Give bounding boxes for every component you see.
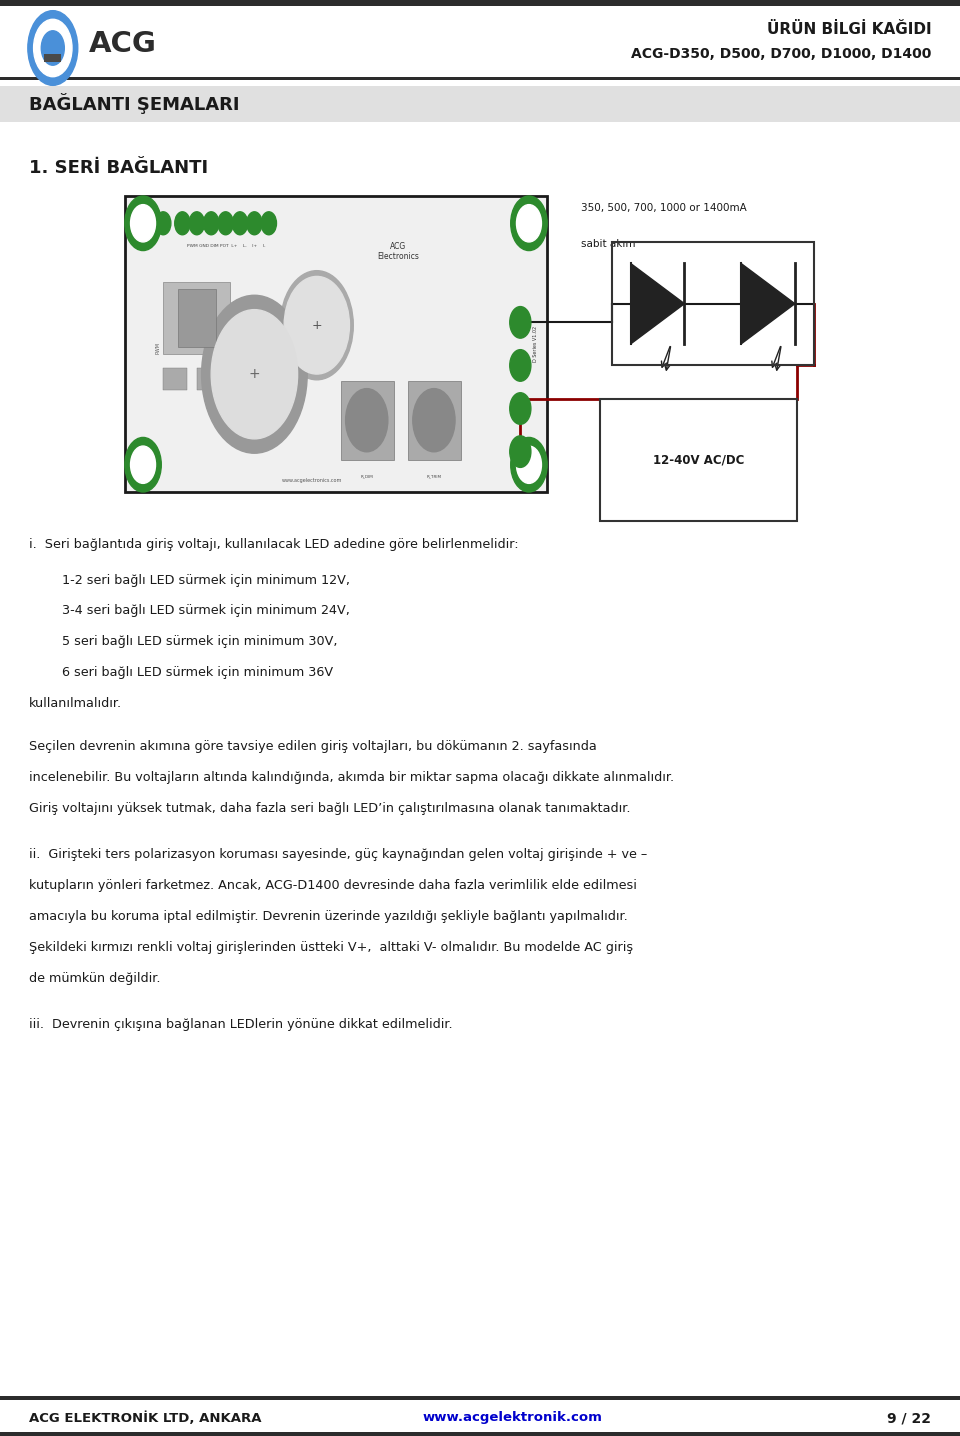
Text: 1. SERİ BAĞLANTI: 1. SERİ BAĞLANTI (29, 159, 208, 177)
Bar (0, 0, 960, 6)
Text: ACG ELEKTRONİK LTD, ANKARA: ACG ELEKTRONİK LTD, ANKARA (29, 1412, 261, 1425)
Text: R_TRIM: R_TRIM (426, 475, 442, 478)
Text: 3-4 seri bağlı LED sürmek için minimum 24V,: 3-4 seri bağlı LED sürmek için minimum 2… (62, 605, 350, 617)
Text: 5 seri bağlı LED sürmek için minimum 30V,: 5 seri bağlı LED sürmek için minimum 30V… (62, 635, 338, 648)
Bar (178, 289, 216, 346)
Circle shape (232, 211, 248, 234)
Circle shape (125, 438, 161, 493)
Circle shape (511, 438, 547, 493)
Circle shape (204, 211, 219, 234)
Bar (600, 399, 797, 521)
Text: 1-2 seri bağlı LED sürmek için minimum 12V,: 1-2 seri bağlı LED sürmek için minimum 1… (62, 573, 350, 586)
Circle shape (28, 10, 78, 85)
Circle shape (284, 276, 349, 373)
Bar (408, 382, 461, 461)
Text: Seçilen devrenin akımına göre tavsiye edilen giriş voltajları, bu dökümanın 2. s: Seçilen devrenin akımına göre tavsiye ed… (29, 740, 596, 754)
Bar (0, 86, 960, 122)
Circle shape (131, 447, 156, 484)
Text: de mümkün değildir.: de mümkün değildir. (29, 972, 160, 985)
Bar (0, 1396, 960, 1400)
Bar (197, 368, 221, 389)
Text: Şekildeki kırmızı renkli voltaj girişlerinden üstteki V+,  alttaki V- olmalıdır.: Şekildeki kırmızı renkli voltaj girişler… (29, 941, 633, 954)
Text: +: + (249, 368, 260, 381)
Text: ii.  Girişteki ters polarizasyon koruması sayesinde, güç kaynağından gelen volta: ii. Girişteki ters polarizasyon koruması… (29, 849, 647, 862)
Text: Giriş voltajını yüksek tutmak, daha fazla seri bağlı LED’in çalıştırılmasına ola: Giriş voltajını yüksek tutmak, daha fazl… (29, 801, 631, 816)
Bar (0, 1432, 960, 1436)
Text: i.  Seri bağlantıda giriş voltajı, kullanılacak LED adedine göre belirlenmelidir: i. Seri bağlantıda giriş voltajı, kullan… (29, 538, 518, 551)
Circle shape (175, 211, 190, 234)
Circle shape (510, 306, 531, 337)
Text: 12-40V AC/DC: 12-40V AC/DC (653, 454, 744, 467)
Circle shape (189, 211, 204, 234)
Circle shape (413, 389, 455, 452)
Circle shape (516, 204, 541, 241)
Text: kutupların yönleri farketmez. Ancak, ACG-D1400 devresinde daha fazla verimlilik : kutupların yönleri farketmez. Ancak, ACG… (29, 879, 636, 892)
Bar (0, 78, 960, 80)
Text: ACG-D350, D500, D700, D1000, D1400: ACG-D350, D500, D700, D1000, D1400 (631, 47, 931, 60)
Circle shape (218, 211, 233, 234)
Circle shape (510, 349, 531, 381)
Text: www.acgelectronics.com: www.acgelectronics.com (282, 478, 342, 484)
Circle shape (202, 296, 307, 454)
Polygon shape (631, 263, 684, 343)
Circle shape (34, 19, 72, 76)
Circle shape (280, 270, 353, 379)
Bar (163, 281, 230, 353)
Circle shape (346, 389, 388, 452)
Text: incelenebilir. Bu voltajların altında kalındığında, akımda bir miktar sapma olac: incelenebilir. Bu voltajların altında ka… (29, 771, 674, 784)
Circle shape (125, 195, 161, 250)
Circle shape (510, 392, 531, 424)
Circle shape (41, 30, 64, 65)
Circle shape (511, 195, 547, 250)
Text: ACG: ACG (89, 30, 157, 57)
Text: INPUT: INPUT (524, 406, 528, 419)
Text: 9 / 22: 9 / 22 (887, 1412, 931, 1425)
Text: ACG
Electronics: ACG Electronics (377, 241, 420, 261)
Text: amacıyla bu koruma iptal edilmiştir. Devrenin üzerinde yazıldığı şekliyle bağlan: amacıyla bu koruma iptal edilmiştir. Dev… (29, 910, 628, 923)
Circle shape (516, 447, 541, 484)
Polygon shape (741, 263, 795, 343)
Text: 6 seri bağlı LED sürmek için minimum 36V: 6 seri bağlı LED sürmek için minimum 36V (62, 666, 333, 679)
Text: PWM: PWM (156, 342, 161, 355)
Text: 350, 500, 700, 1000 or 1400mA: 350, 500, 700, 1000 or 1400mA (581, 202, 747, 213)
Circle shape (247, 211, 262, 234)
Text: sabit akım: sabit akım (581, 238, 636, 248)
Text: iii.  Devrenin çıkışına bağlanan LEDlerin yönüne dikkat edilmelidir.: iii. Devrenin çıkışına bağlanan LEDlerin… (29, 1018, 452, 1031)
Text: kullanılmalıdır.: kullanılmalıdır. (29, 696, 122, 709)
Bar (163, 368, 187, 389)
Text: PWM GND DIM POT  L+    L-    I+    I-: PWM GND DIM POT L+ L- I+ I- (187, 244, 266, 248)
Circle shape (510, 435, 531, 467)
Text: +: + (311, 319, 323, 332)
Circle shape (131, 204, 156, 241)
Text: BAĞLANTI ŞEMALARI: BAĞLANTI ŞEMALARI (29, 93, 239, 115)
Circle shape (261, 211, 276, 234)
Text: ÜRÜN BİLGİ KAĞIDI: ÜRÜN BİLGİ KAĞIDI (767, 23, 931, 37)
Bar (612, 241, 814, 365)
Bar (341, 382, 394, 461)
Text: R_DIM: R_DIM (360, 475, 373, 478)
Text: www.acgelektronik.com: www.acgelektronik.com (422, 1412, 602, 1425)
Bar (44, 55, 61, 62)
Text: D Series V1.02: D Series V1.02 (533, 326, 539, 362)
Circle shape (156, 211, 171, 234)
Bar (125, 195, 547, 493)
Circle shape (211, 310, 298, 439)
